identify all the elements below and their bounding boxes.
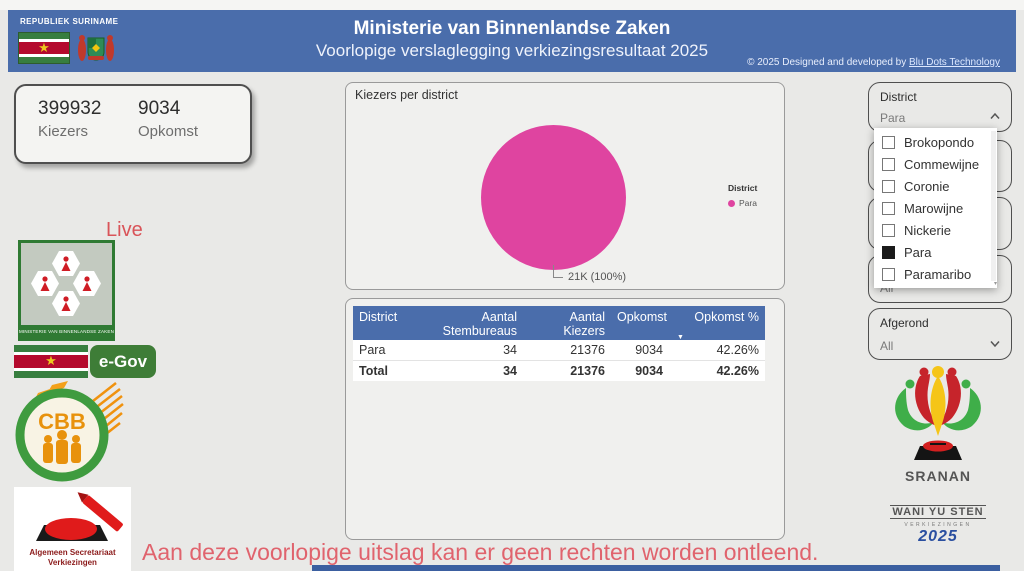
legend-item-label: Para <box>739 198 757 208</box>
pie-leader-line <box>553 265 554 278</box>
asv-logo: Algemeen Secretariaat Verkiezingen <box>14 487 131 571</box>
opkomst-value: 9034 <box>138 98 181 119</box>
checkbox-icon[interactable] <box>882 157 895 171</box>
afgerond-slicer-label: Afgerond <box>880 316 929 330</box>
results-table: District Aantal Stembureaus Aantal Kieze… <box>353 306 765 381</box>
district-dropdown-list: Brokopondo Commewijne Coronie Marowijne … <box>874 128 997 288</box>
cell-opkomst-pct-total: 42.26% <box>716 364 759 378</box>
sort-descending-icon[interactable]: ▼ <box>677 334 684 341</box>
column-header-district[interactable]: District <box>359 310 398 324</box>
chevron-up-icon[interactable] <box>989 112 1001 120</box>
kiezers-label: Kiezers <box>38 123 89 140</box>
person-hexagon-icon <box>52 251 80 276</box>
coat-of-arms-icon <box>78 35 114 61</box>
district-option-marowijne[interactable]: Marowijne <box>874 197 997 219</box>
stats-card: 399932 Kiezers 9034 Opkomst <box>14 84 252 164</box>
person-hexagon-icon <box>73 271 101 296</box>
suriname-flag-icon: ★ <box>18 32 70 64</box>
sranan-figure-icon <box>895 366 981 460</box>
district-option-brokopondo[interactable]: Brokopondo <box>874 131 997 153</box>
column-header-opkomst[interactable]: Opkomst <box>617 310 668 324</box>
district-slicer-label: District <box>880 90 917 104</box>
page-title: Ministerie van Binnenlandse Zaken <box>353 18 671 39</box>
flag-star-icon: ★ <box>45 353 57 369</box>
table-header-row: District Aantal Stembureaus Aantal Kieze… <box>353 306 765 341</box>
checkbox-icon[interactable] <box>882 179 895 193</box>
sranan-year: 2025 <box>918 528 958 545</box>
pie-legend: District Para <box>728 183 778 208</box>
district-slicer[interactable]: District Para <box>868 82 1012 132</box>
district-option-commewijne[interactable]: Commewijne <box>874 153 997 175</box>
checkbox-icon[interactable] <box>882 267 895 281</box>
district-option-para[interactable]: Para <box>874 241 997 263</box>
scroll-arrow-icon[interactable]: ▾ <box>993 281 997 287</box>
egov-logo: e-Gov <box>90 345 156 378</box>
sranan-verkiezingen-logo: SRANAN WANI YU STEN VERKIEZINGEN 2025 <box>876 366 1000 545</box>
top-strip <box>0 0 1024 10</box>
table-card: District Aantal Stembureaus Aantal Kieze… <box>345 298 785 540</box>
pie-slice-para[interactable] <box>481 125 626 270</box>
copyright-text: © 2025 Designed and developed by Blu Dot… <box>747 57 1000 68</box>
chevron-down-icon[interactable] <box>989 340 1001 348</box>
table-row-para[interactable]: Para 34 21376 9034 42.26% <box>353 340 765 360</box>
asv-caption: Algemeen Secretariaat Verkiezingen <box>29 548 116 567</box>
cell-opkomst: 9034 <box>635 343 663 357</box>
pie-leader-line <box>553 277 563 278</box>
cell-district: Para <box>359 343 386 357</box>
table-row-total: Total 34 21376 9034 42.26% <box>353 360 765 381</box>
disclaimer-text: Aan deze voorlopige uitslag kan er geen … <box>142 539 819 565</box>
minbiza-logo: MINISTERIE VAN BINNENLANDSE ZAKEN <box>18 240 115 341</box>
district-option-coronie[interactable]: Coronie <box>874 175 997 197</box>
pie-data-label: 21K (100%) <box>568 271 627 283</box>
cbb-logo: CBB <box>15 381 124 482</box>
cell-stembureaus: 34 <box>503 343 517 357</box>
district-option-nickerie[interactable]: Nickerie <box>874 219 997 241</box>
checkbox-icon[interactable] <box>882 223 895 237</box>
district-option-paramaribo[interactable]: Paramaribo <box>874 263 997 285</box>
district-slicer-value: Para <box>880 111 906 125</box>
checkbox-icon[interactable] <box>882 135 895 149</box>
checkbox-checked-icon[interactable] <box>882 245 895 259</box>
flag-star-icon: ★ <box>38 39 50 55</box>
checkbox-icon[interactable] <box>882 201 895 215</box>
column-header-opkomst-pct[interactable]: Opkomst % ▼ <box>677 310 759 341</box>
opkomst-label: Opkomst <box>138 123 199 140</box>
afgerond-slicer-value: All <box>880 339 894 353</box>
pie-chart-title: Kiezers per district <box>355 88 458 102</box>
sranan-subtitle: WANI YU STEN <box>890 505 986 519</box>
suriname-flag-icon: ★ <box>14 345 88 378</box>
republic-label: REPUBLIEK SURINAME <box>20 17 119 26</box>
live-badge: Live <box>106 219 143 241</box>
dropdown-scrollbar[interactable] <box>991 131 996 281</box>
kiezers-value: 399932 <box>38 98 102 119</box>
kiezers-stat: 399932 Kiezers <box>38 98 101 140</box>
cell-kiezers-total: 21376 <box>570 364 605 378</box>
afgerond-slicer[interactable]: Afgerond All <box>868 308 1012 360</box>
legend-item-para[interactable]: Para <box>728 198 778 208</box>
sranan-title: SRANAN <box>905 468 971 484</box>
cell-opkomst-total: 9034 <box>635 364 663 378</box>
bottom-strip <box>312 565 1000 571</box>
legend-title: District <box>728 183 758 193</box>
header-banner: REPUBLIEK SURINAME ★ Ministerie van Binn… <box>8 10 1016 72</box>
cbb-text: CBB <box>38 409 86 434</box>
cell-kiezers: 21376 <box>570 343 605 357</box>
minbiza-caption: MINISTERIE VAN BINNENLANDSE ZAKEN <box>19 325 114 338</box>
blu-dots-link[interactable]: Blu Dots Technology <box>909 57 1000 68</box>
opkomst-stat: 9034 Opkomst <box>138 98 198 140</box>
pie-chart-card: Kiezers per district 21K (100%) District… <box>345 82 785 290</box>
sranan-verkiezingen-label: VERKIEZINGEN <box>904 522 972 528</box>
cell-stembureaus-total: 34 <box>503 364 517 378</box>
page-subtitle: Voorlopige verslaglegging verkiezingsres… <box>315 41 709 60</box>
cell-opkomst-pct: 42.26% <box>716 343 759 357</box>
legend-dot-icon <box>728 199 735 207</box>
column-header-kiezers[interactable]: Aantal Kiezers <box>563 310 605 338</box>
person-hexagon-icon <box>31 271 59 296</box>
column-header-stembureaus[interactable]: Aantal Stembureaus <box>442 310 517 338</box>
cell-district-total: Total <box>359 364 388 378</box>
person-hexagon-icon <box>52 291 80 316</box>
